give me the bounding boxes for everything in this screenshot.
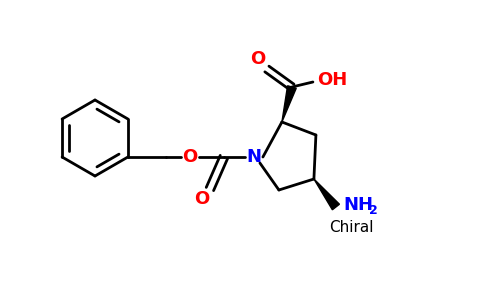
Text: NH: NH bbox=[343, 196, 373, 214]
Text: 2: 2 bbox=[368, 205, 378, 218]
Text: N: N bbox=[246, 148, 261, 166]
Text: O: O bbox=[182, 148, 197, 166]
Text: Chiral: Chiral bbox=[329, 220, 373, 235]
Text: O: O bbox=[250, 50, 266, 68]
Polygon shape bbox=[282, 86, 296, 122]
Text: OH: OH bbox=[317, 71, 347, 89]
Text: O: O bbox=[194, 190, 210, 208]
Polygon shape bbox=[314, 179, 339, 210]
